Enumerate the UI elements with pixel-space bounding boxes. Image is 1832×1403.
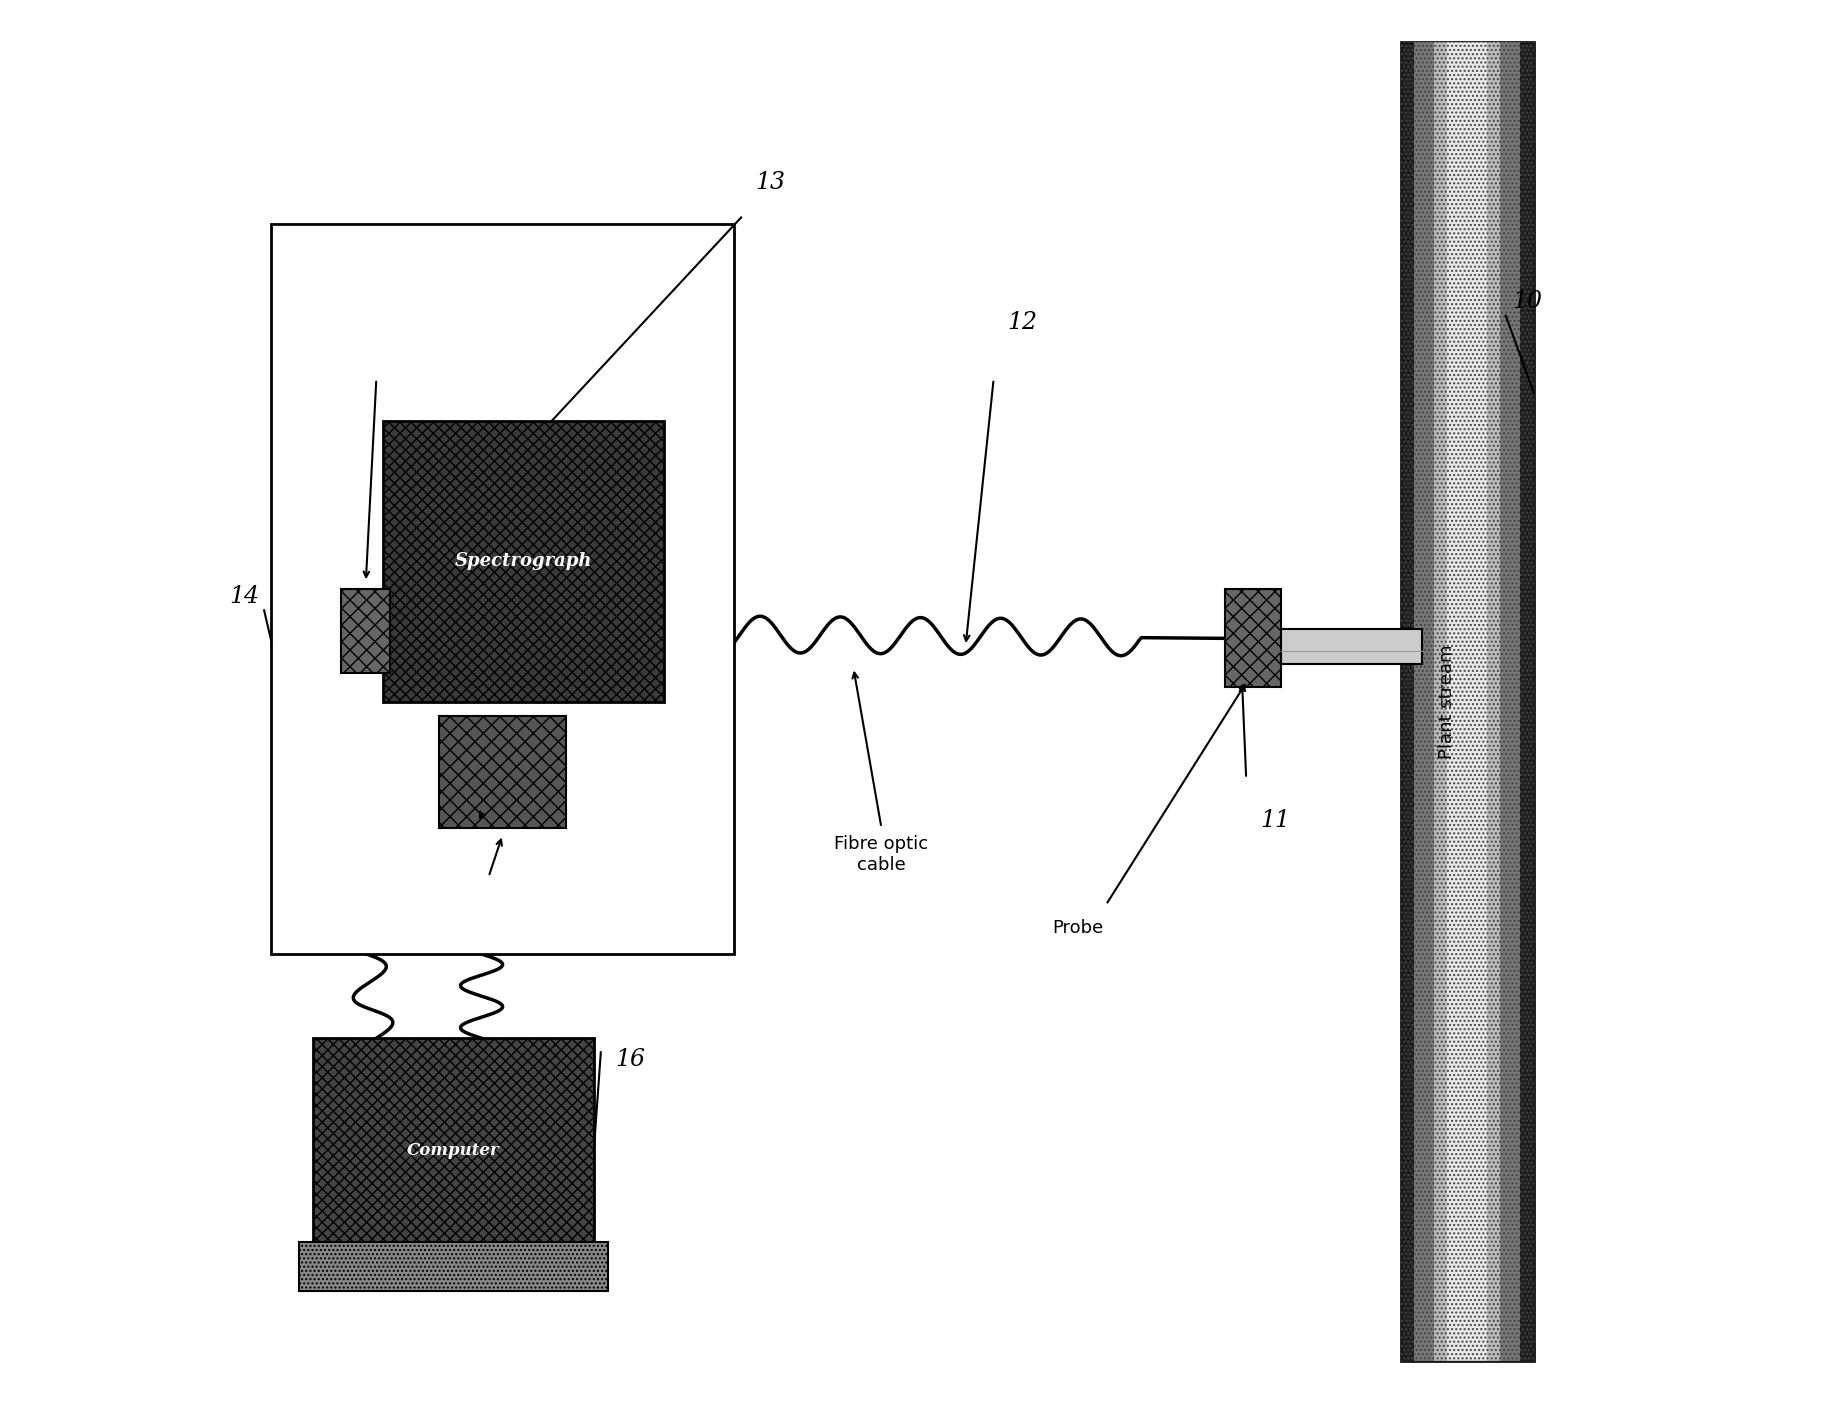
Bar xyxy=(271,224,733,954)
Bar xyxy=(1400,42,1533,1361)
Bar xyxy=(1447,42,1486,1361)
Text: Probe: Probe xyxy=(1052,919,1103,937)
Bar xyxy=(313,1038,594,1263)
Text: Light source: Light source xyxy=(321,349,431,366)
Text: 12: 12 xyxy=(1008,311,1037,334)
Bar xyxy=(383,421,663,702)
Bar xyxy=(1412,42,1521,1361)
Text: 11: 11 xyxy=(1260,810,1290,832)
Text: 14: 14 xyxy=(229,585,258,607)
Text: 10: 10 xyxy=(1511,290,1543,313)
Text: Plant stream: Plant stream xyxy=(1436,644,1455,759)
Text: Spectrograph: Spectrograph xyxy=(454,553,592,570)
Bar xyxy=(1281,629,1422,664)
Text: 16: 16 xyxy=(614,1048,645,1070)
Bar xyxy=(1433,42,1500,1361)
Text: 15: 15 xyxy=(531,767,561,790)
Bar xyxy=(299,1242,608,1291)
Bar xyxy=(440,716,566,828)
Bar xyxy=(1224,589,1281,687)
Text: Fibre optic
cable: Fibre optic cable xyxy=(834,835,929,874)
Text: Computer: Computer xyxy=(407,1142,500,1159)
Bar xyxy=(1400,42,1533,1361)
Text: 13: 13 xyxy=(755,171,784,194)
Bar xyxy=(341,589,390,673)
Text: Detector: Detector xyxy=(447,891,524,909)
